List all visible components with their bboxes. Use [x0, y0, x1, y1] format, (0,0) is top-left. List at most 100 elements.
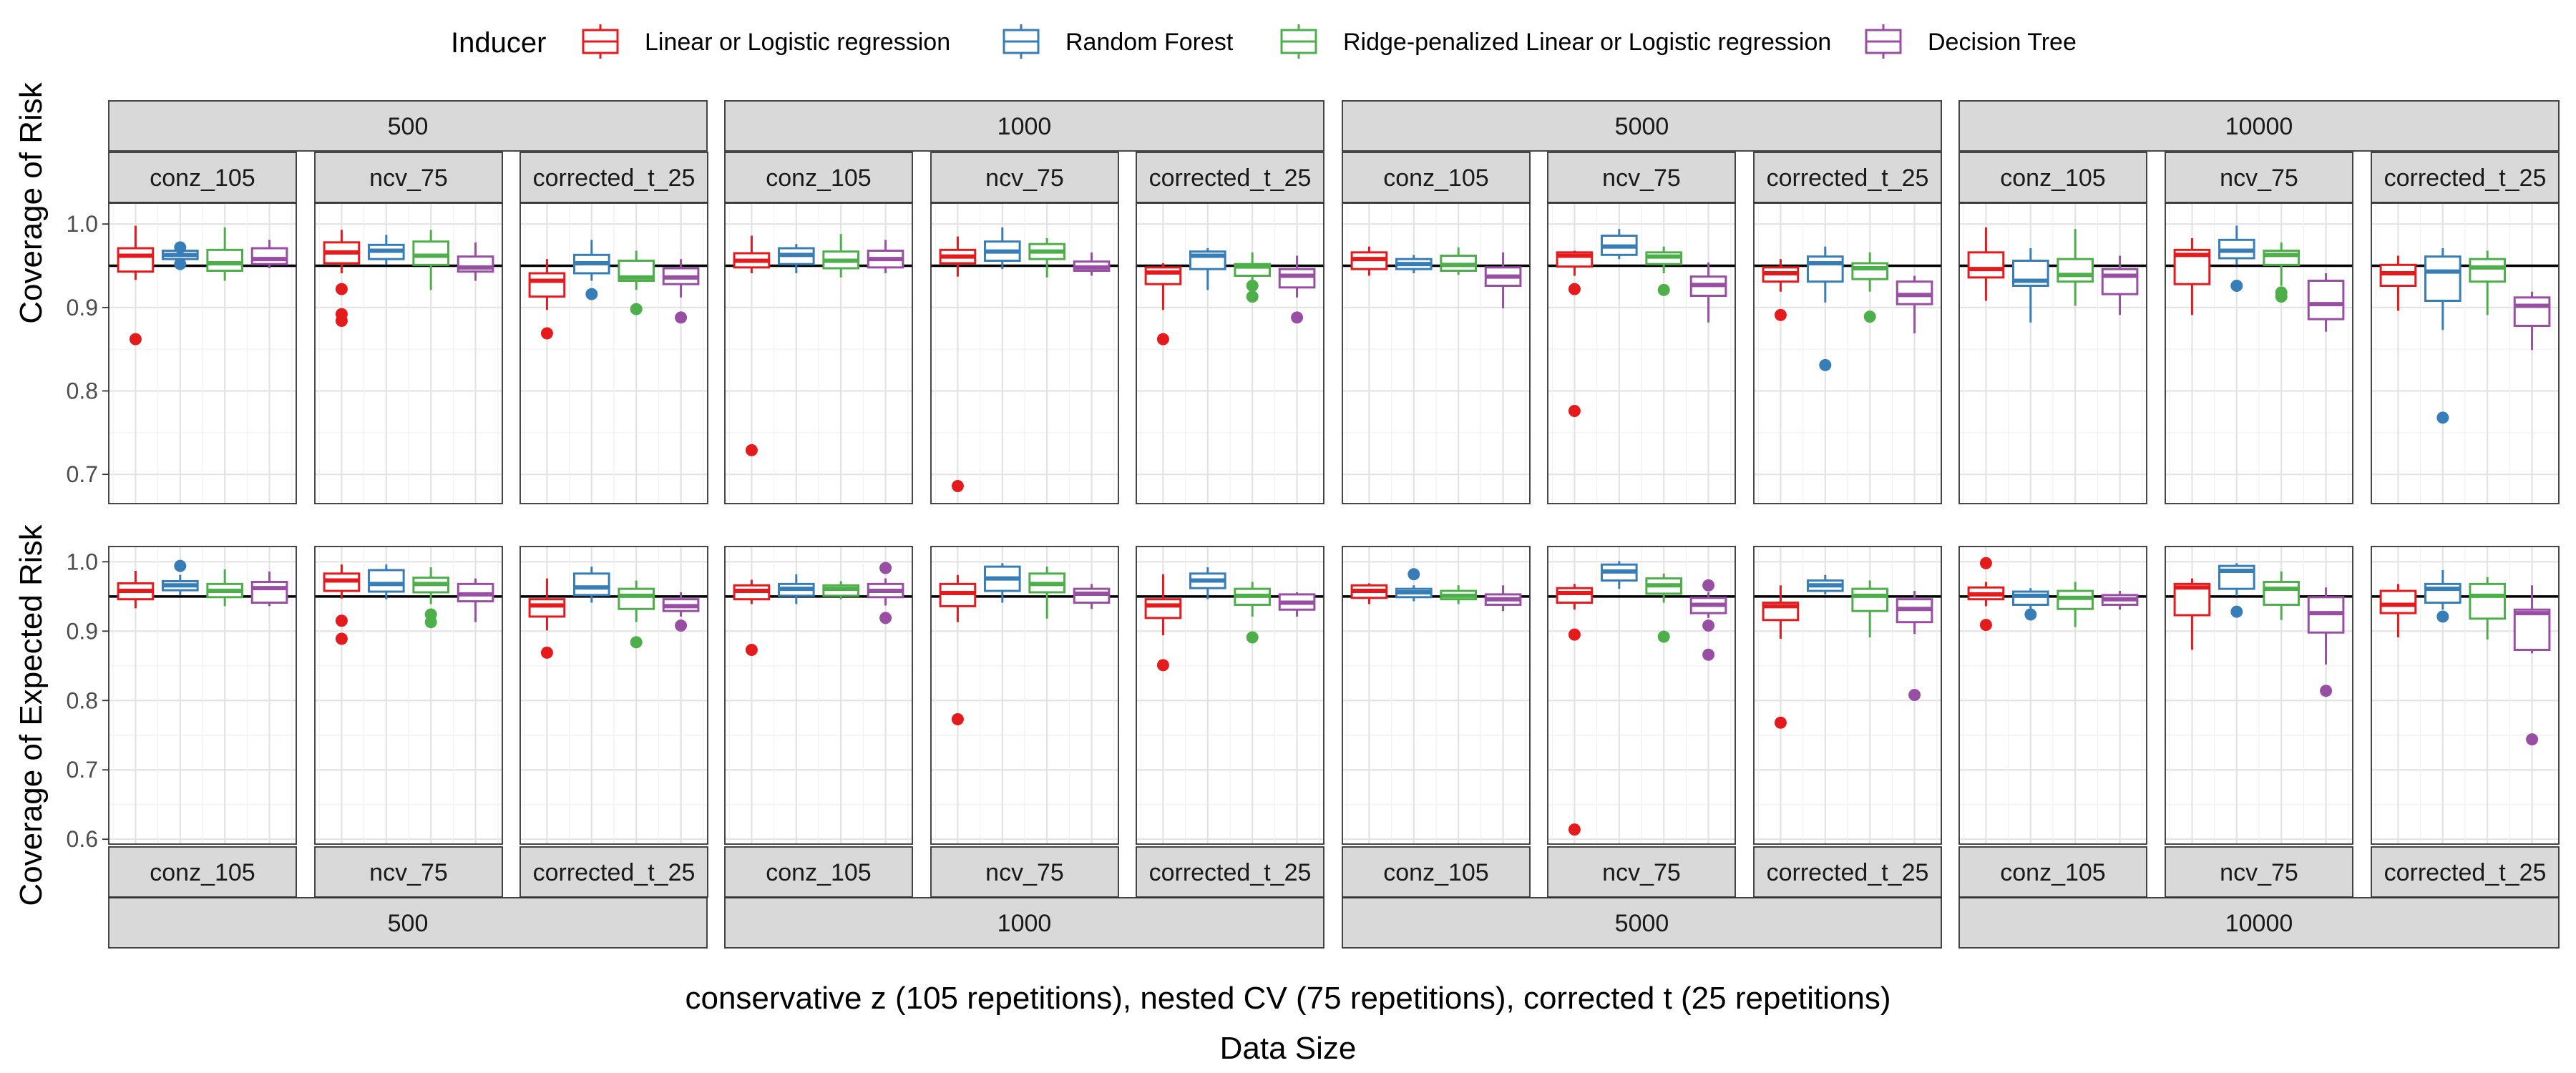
strip-label-method: ncv_75: [1602, 859, 1681, 886]
boxplot-decision-tree: [1896, 591, 1933, 702]
boxplot-ridge-penalized-linear-or-logistic-regression: [2057, 229, 2094, 306]
strip-data-size-10000: [1958, 897, 2560, 949]
boxplot-linear-or-logistic-regression: [1967, 557, 2005, 632]
outlier-point: [1657, 630, 1670, 643]
boxplot-decision-tree: [867, 562, 904, 624]
panel-border: [930, 546, 1119, 845]
panel-border: [1958, 546, 2147, 845]
outlier-point: [2024, 608, 2037, 621]
panel-coverage-of-risk-10000-corrected-t-25: [2371, 202, 2560, 504]
strip-method-ncv-75: [1547, 846, 1736, 898]
boxplot-linear-or-logistic-regression: [1556, 584, 1594, 836]
panels: [108, 202, 2560, 845]
strip-data-size-5000: [1342, 100, 1942, 152]
outlier-point: [630, 303, 643, 315]
outlier-point: [1657, 283, 1670, 296]
panel-border: [1547, 202, 1736, 504]
outlier-point: [174, 258, 187, 270]
outlier-point: [1156, 659, 1169, 672]
boxplot-decision-tree: [1689, 579, 1727, 661]
boxplot-random-forest: [1189, 248, 1226, 290]
strip-label-method: ncv_75: [369, 165, 448, 192]
boxplot-random-forest: [2011, 248, 2049, 323]
outlier-point: [1702, 648, 1715, 661]
y-tick-label: 1.0: [67, 549, 98, 574]
boxplot-ridge-penalized-linear-or-logistic-regression: [2469, 577, 2507, 640]
box-iqr: [412, 240, 450, 266]
boxplot-linear-or-logistic-regression: [1350, 246, 1388, 276]
panel-coverage-of-expected-risk-500-corrected-t-25: [519, 546, 708, 845]
panel-coverage-of-risk-500-ncv-75: [314, 202, 503, 504]
boxplot-random-forest: [1806, 574, 1844, 594]
box-iqr: [1851, 262, 1889, 280]
strip-label-method: ncv_75: [1602, 165, 1681, 192]
outlier-point: [1568, 823, 1581, 836]
box-iqr: [2263, 580, 2301, 606]
panel-border: [1342, 546, 1531, 845]
outlier-point: [1246, 631, 1259, 644]
boxplot-random-forest: [2218, 225, 2255, 292]
outlier-point: [1568, 405, 1581, 417]
strip-method-conz-105: [108, 846, 297, 898]
outlier-point: [2436, 411, 2449, 424]
strip-label-method: conz_105: [1383, 165, 1488, 192]
outlier-point: [1819, 358, 1832, 371]
panel-coverage-of-risk-1000-conz-105: [724, 202, 913, 504]
box-iqr: [1556, 587, 1594, 604]
boxplot-ridge-penalized-linear-or-logistic-regression: [2263, 242, 2301, 303]
outlier-point: [745, 444, 758, 456]
outlier-point: [335, 614, 348, 627]
strip-data-size-1000: [724, 100, 1324, 152]
outlier-point: [335, 632, 348, 645]
box-iqr: [2469, 582, 2507, 620]
boxplot-linear-or-logistic-regression: [1556, 250, 1594, 417]
boxplot-random-forest: [1600, 561, 1638, 589]
y-tick-label: 0.6: [67, 826, 98, 852]
panel-border: [314, 202, 503, 504]
boxplot-random-forest: [572, 240, 610, 300]
legend-label: Random Forest: [1065, 29, 1234, 56]
outlier-point: [1246, 290, 1259, 303]
strip-method-corrected-t-25: [1753, 846, 1942, 898]
strip-method-conz-105: [1958, 152, 2147, 203]
box-iqr: [2513, 608, 2551, 651]
outlier-point: [879, 562, 892, 574]
legend-entry-decision-tree: Decision Tree: [1865, 24, 2077, 59]
panel-border: [1958, 202, 2147, 504]
outlier-point: [1702, 579, 1715, 592]
boxplot-decision-tree: [1278, 255, 1316, 324]
outlier-point: [1702, 619, 1715, 632]
boxplot-decision-tree: [2513, 585, 2551, 746]
panel-border: [724, 546, 913, 845]
outlier-point: [2526, 733, 2539, 746]
panel-coverage-of-risk-5000-conz-105: [1342, 202, 1531, 504]
boxplot-decision-tree: [867, 240, 904, 273]
boxplot-ridge-penalized-linear-or-logistic-regression: [2469, 250, 2507, 315]
strip-method-corrected-t-25: [2371, 152, 2560, 203]
boxplot-ridge-penalized-linear-or-logistic-regression: [1851, 580, 1889, 638]
panel-coverage-of-expected-risk-500-conz-105: [108, 546, 297, 845]
outlier-point: [2275, 290, 2288, 303]
y-tick-label: 0.8: [67, 378, 98, 404]
strip-label-method: ncv_75: [985, 165, 1064, 192]
boxplot-ridge-penalized-linear-or-logistic-regression: [1851, 252, 1889, 323]
y-tick-label: 0.8: [67, 687, 98, 713]
box-iqr: [1278, 268, 1316, 289]
strip-label-method: corrected_t_25: [533, 859, 696, 886]
strip-label-method: corrected_t_25: [1767, 859, 1929, 886]
strip-data-size-500: [108, 100, 708, 152]
x-axis-title-line-1: conservative z (105 repetitions), nested…: [685, 981, 1890, 1016]
y-axis-title-coverage-of-risk: Coverage of Risk: [14, 82, 49, 323]
box-iqr: [618, 587, 655, 610]
panel-border: [1753, 546, 1942, 845]
outlier-point: [1774, 716, 1787, 729]
strip-label-method: corrected_t_25: [2384, 859, 2547, 886]
strip-method-ncv-75: [1547, 152, 1736, 203]
panel-coverage-of-expected-risk-10000-corrected-t-25: [2371, 546, 2560, 845]
boxplot-ridge-penalized-linear-or-logistic-regression: [822, 581, 860, 599]
panel-border: [519, 202, 708, 504]
boxplot-decision-tree: [1073, 252, 1111, 276]
strip-method-ncv-75: [930, 152, 1119, 203]
strip-method-conz-105: [108, 152, 297, 203]
